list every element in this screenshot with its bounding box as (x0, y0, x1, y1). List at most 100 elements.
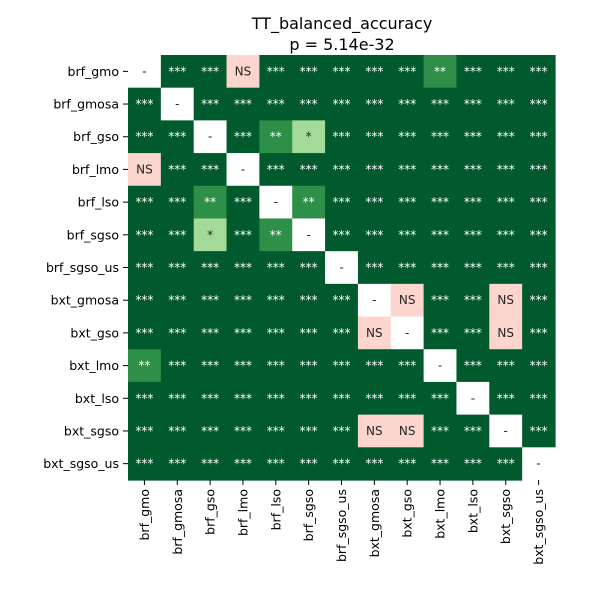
heatmap-cell-label: NS (366, 424, 383, 438)
heatmap-cell (456, 120, 490, 154)
heatmap-cell (522, 87, 556, 121)
heatmap-cell-label: *** (234, 391, 252, 405)
heatmap-cell (292, 120, 326, 154)
heatmap-cell (325, 55, 359, 89)
heatmap-cell-label: *** (431, 97, 449, 111)
heatmap-cell-label: *** (333, 293, 351, 307)
heatmap-cell-label: ** (204, 195, 216, 209)
heatmap-cell-label: *** (497, 130, 515, 144)
heatmap-cell (423, 316, 458, 350)
heatmap-cell (259, 55, 293, 89)
heatmap-cell-label: *** (201, 424, 219, 438)
heatmap-cell (357, 414, 392, 448)
heatmap-cell-label: *** (201, 457, 219, 471)
heatmap-cell (489, 349, 523, 383)
heatmap-cell-label: *** (497, 64, 515, 78)
heatmap-cell (522, 414, 556, 448)
heatmap-cell (522, 153, 556, 187)
heatmap-cell-label: NS (136, 162, 153, 176)
heatmap-cell (292, 414, 326, 448)
heatmap-cell-label: *** (201, 97, 219, 111)
heatmap-cell (390, 414, 425, 448)
x-tick-label: brf_lso (268, 489, 283, 530)
heatmap-cell (292, 153, 326, 187)
heatmap-cell (160, 185, 195, 220)
heatmap-cell-label: ** (270, 130, 282, 144)
heatmap-cell-label: *** (267, 97, 285, 111)
heatmap-cell (128, 414, 162, 448)
heatmap-cell (390, 283, 425, 318)
heatmap-cell-label: *** (300, 359, 318, 373)
heatmap-cell-label: *** (365, 457, 383, 471)
heatmap-cell-label: *** (234, 261, 252, 275)
heatmap-cell (390, 349, 425, 383)
x-tick-label: bxt_lso (465, 489, 480, 533)
heatmap-cell (160, 120, 195, 154)
heatmap-cell-label: NS (366, 326, 383, 340)
heatmap-cell-label: *** (234, 424, 252, 438)
heatmap-cell (325, 251, 359, 285)
heatmap-cell (193, 120, 228, 154)
heatmap-cell (522, 447, 556, 481)
heatmap-cell (522, 283, 556, 318)
heatmap-cell (226, 251, 260, 285)
heatmap-cell (259, 349, 293, 383)
heatmap-cell (522, 120, 556, 154)
heatmap-cell (325, 447, 359, 481)
heatmap-cell (259, 447, 293, 481)
heatmap-cell-label: *** (333, 424, 351, 438)
heatmap-cell-label: *** (530, 130, 548, 144)
heatmap-cell-label: *** (333, 228, 351, 242)
heatmap-cell (128, 316, 162, 350)
heatmap-cell-label: *** (464, 130, 482, 144)
heatmap-cell-label: *** (333, 130, 351, 144)
heatmap-cell-label: *** (135, 293, 153, 307)
heatmap-cell-label: *** (398, 261, 416, 275)
heatmap-cell (193, 251, 228, 285)
heatmap-cell (456, 55, 490, 89)
heatmap-cell (357, 381, 392, 416)
y-tick-label: brf_lso (78, 195, 119, 210)
heatmap-cell-label: - (306, 228, 310, 242)
heatmap-cell (390, 120, 425, 154)
heatmap-cell-label: * (306, 130, 312, 144)
heatmap-cell-label: - (471, 391, 475, 405)
heatmap-cell-label: ** (138, 359, 150, 373)
heatmap-cell-label: *** (398, 457, 416, 471)
heatmap-cell (226, 218, 260, 252)
heatmap-cell-label: *** (365, 261, 383, 275)
heatmap-cell (160, 349, 195, 383)
x-tick-label: brf_gso (203, 489, 218, 535)
heatmap-cell-label: ** (434, 64, 446, 78)
heatmap-cell (456, 251, 490, 285)
heatmap-cell-label: *** (530, 359, 548, 373)
heatmap-cell-label: *** (497, 359, 515, 373)
heatmap-cell-label: ** (270, 228, 282, 242)
heatmap-cell (390, 381, 425, 416)
heatmap-cell (390, 447, 425, 481)
heatmap-cell (357, 120, 392, 154)
heatmap-cell (489, 120, 523, 154)
heatmap-cell-label: *** (267, 162, 285, 176)
heatmap-cell-label: *** (530, 391, 548, 405)
heatmap-cell-label: - (339, 261, 343, 275)
heatmap-cell (357, 185, 392, 220)
heatmap-cell-label: *** (497, 391, 515, 405)
heatmap-cell-label: *** (530, 228, 548, 242)
heatmap-cell (193, 447, 228, 481)
heatmap-cell-label: *** (168, 457, 186, 471)
heatmap-cell-label: *** (300, 293, 318, 307)
y-tick-label: brf_gmosa (53, 97, 119, 112)
heatmap-cell-label: *** (201, 162, 219, 176)
heatmap-cell (128, 87, 162, 121)
heatmap-cell (456, 87, 490, 121)
heatmap-cell (292, 185, 326, 220)
heatmap-cell (160, 87, 195, 121)
heatmap-cell-label: *** (234, 228, 252, 242)
heatmap-cell-label: *** (168, 162, 186, 176)
heatmap-cell-label: *** (333, 64, 351, 78)
heatmap-cell-label: NS (497, 326, 514, 340)
heatmap-cell-label: *** (398, 228, 416, 242)
heatmap-cell-label: *** (267, 424, 285, 438)
x-tick-label: bxt_gso (400, 489, 415, 538)
